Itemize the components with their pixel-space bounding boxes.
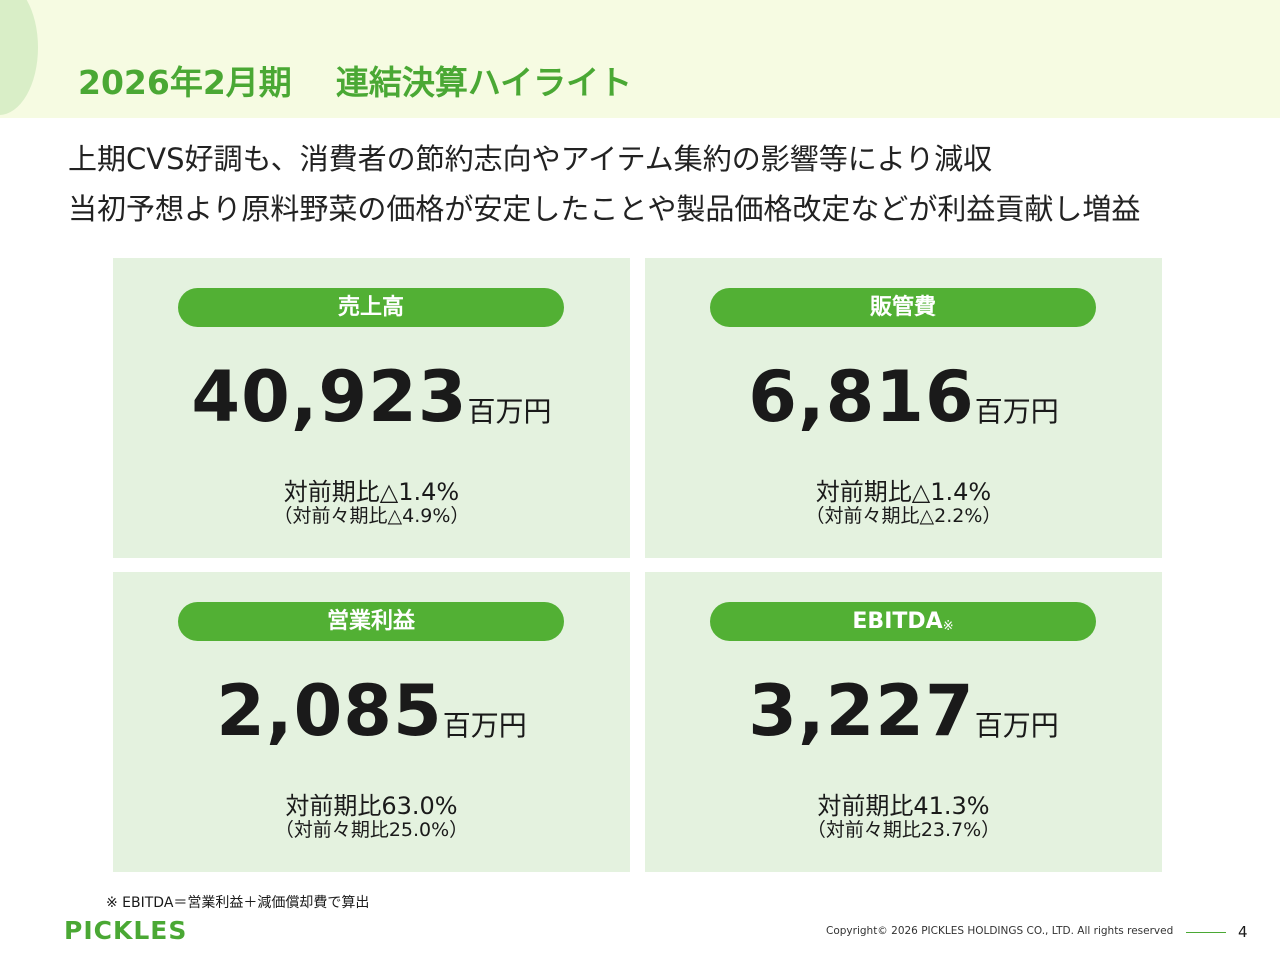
summary-line: 当初予想より原料野菜の価格が安定したことや製品価格改定などが利益貢献し増益 (68, 192, 1141, 226)
value-row: 40,923百万円 (113, 356, 630, 438)
card: 販管費 6,816百万円対前期比△1.4% （対前々期比△2.2%） (645, 258, 1162, 558)
yoy2: （対前々期比23.7%） (806, 819, 1001, 841)
yoy: 対前期比41.3% (817, 792, 990, 820)
value-row: 6,816百万円 (645, 356, 1162, 438)
yoy2: （対前々期比△2.2%） (805, 505, 1002, 527)
value: 6,816 (748, 356, 975, 438)
period: 2026年2月期 (78, 63, 292, 102)
label-mark: ※ (942, 619, 954, 634)
logo: PICKLES (64, 916, 188, 945)
header-band (0, 0, 1280, 118)
card-label: EBITDA※ (710, 602, 1096, 641)
label-text: 売上高 (337, 295, 404, 320)
value-row: 3,227百万円 (645, 670, 1162, 752)
title: 2026年2月期 連結決算ハイライト (78, 56, 632, 104)
unit: 百万円 (442, 709, 527, 742)
value: 2,085 (216, 670, 443, 752)
footnote: ※ EBITDA＝営業利益＋減価償却費で算出 (106, 895, 370, 911)
value: 3,227 (748, 670, 975, 752)
copyright: Copyright© 2026 PICKLES HOLDINGS CO., LT… (826, 925, 1174, 937)
card: 売上高 40,923百万円対前期比△1.4% （対前々期比△4.9%） (113, 258, 630, 558)
card-label: 販管費 (710, 288, 1096, 327)
unit: 百万円 (974, 709, 1059, 742)
label-text: EBITDA (852, 609, 943, 634)
page-number: 4 (1238, 923, 1248, 941)
yoy2: （対前々期比△4.9%） (273, 505, 470, 527)
value-row: 2,085百万円 (113, 670, 630, 752)
yoy2: （対前々期比25.0%） (274, 819, 469, 841)
unit: 百万円 (467, 395, 552, 428)
card-label: 営業利益 (178, 602, 564, 641)
card: EBITDA※ 3,227百万円対前期比41.3% （対前々期比23.7%） (645, 572, 1162, 872)
card-label: 売上高 (178, 288, 564, 327)
label-text: 営業利益 (326, 609, 415, 634)
title-text: 連結決算ハイライト (335, 63, 633, 102)
yoy: 対前期比△1.4% (815, 478, 992, 506)
rule (1186, 932, 1226, 933)
summary-line: 上期CVS好調も、消費者の節約志向やアイテム集約の影響等により減収 (68, 142, 993, 176)
unit: 百万円 (974, 395, 1059, 428)
label-text: 販管費 (869, 295, 936, 320)
yoy: 対前期比△1.4% (283, 478, 460, 506)
value: 40,923 (191, 356, 468, 438)
yoy: 対前期比63.0% (285, 792, 458, 820)
card: 営業利益 2,085百万円対前期比63.0% （対前々期比25.0%） (113, 572, 630, 872)
